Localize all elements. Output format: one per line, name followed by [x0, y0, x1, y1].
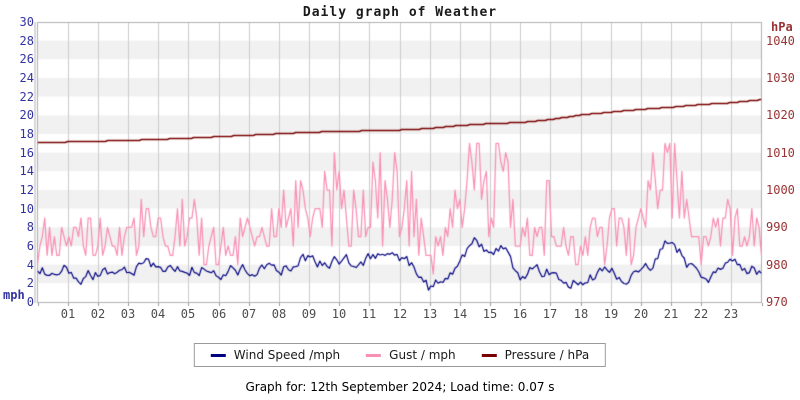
pressure-line-swatch-icon [481, 353, 497, 357]
right-axis-tick-label: 1020 [766, 108, 795, 122]
left-axis-tick-label: 2 [26, 276, 34, 290]
x-axis-tick-label: 09 [301, 307, 317, 321]
right-axis-tick-label: 1000 [766, 183, 795, 197]
left-axis-tick-label: 28 [19, 34, 34, 48]
x-axis-tick-label: 10 [331, 307, 347, 321]
legend-item-pressure: Pressure / hPa [481, 348, 590, 362]
right-axis-unit: hPa [771, 20, 793, 34]
right-axis-tick-label: 1040 [766, 34, 795, 48]
chart-canvas [0, 0, 800, 336]
right-axis-tick-label: 990 [766, 220, 788, 234]
x-axis-tick-label: 02 [90, 307, 106, 321]
right-axis-tick-label: 1030 [766, 71, 795, 85]
legend-label-gust: Gust / mph [389, 348, 456, 362]
x-axis-tick-label: 04 [150, 307, 166, 321]
x-axis-tick-label: 19 [603, 307, 619, 321]
x-axis-tick-label: 18 [573, 307, 589, 321]
legend-label-wind: Wind Speed /mph [233, 348, 341, 362]
x-axis-tick-label: 14 [452, 307, 468, 321]
left-axis-tick-label: 6 [26, 239, 34, 253]
left-axis-tick-label: 26 [19, 52, 34, 66]
x-axis-tick-label: 23 [723, 307, 739, 321]
left-axis-tick-label: 18 [19, 127, 34, 141]
left-axis-tick-label: 10 [19, 202, 34, 216]
left-axis-tick-label: 24 [19, 71, 34, 85]
x-axis-tick-label: 06 [211, 307, 227, 321]
left-axis-tick-label: 22 [19, 90, 34, 104]
x-axis-tick-label: 22 [693, 307, 709, 321]
x-axis-tick-label: 20 [633, 307, 649, 321]
x-axis-tick-label: 11 [361, 307, 377, 321]
gust-line-swatch-icon [366, 353, 382, 357]
legend-item-gust: Gust / mph [366, 348, 456, 362]
footer-caption: Graph for: 12th September 2024; Load tim… [245, 380, 555, 394]
left-axis-tick-label: 8 [26, 220, 34, 234]
left-axis-tick-label: 30 [19, 15, 34, 29]
legend-label-pressure: Pressure / hPa [504, 348, 590, 362]
legend: Wind Speed /mph Gust / mph Pressure / hP… [193, 343, 607, 367]
x-axis-tick-label: 08 [271, 307, 287, 321]
left-axis-tick-label: 20 [19, 108, 34, 122]
x-axis-tick-label: 17 [542, 307, 558, 321]
right-axis-tick-label: 980 [766, 258, 788, 272]
right-axis-tick-label: 970 [766, 295, 788, 309]
x-axis-tick-label: 03 [120, 307, 136, 321]
left-axis-tick-label: 12 [19, 183, 34, 197]
left-axis-tick-label: 14 [19, 164, 34, 178]
left-axis-tick-label: 16 [19, 146, 34, 160]
x-axis-tick-label: 12 [392, 307, 408, 321]
x-axis-tick-label: 13 [422, 307, 438, 321]
x-axis-tick-label: 16 [512, 307, 528, 321]
x-axis-tick-label: 15 [482, 307, 498, 321]
x-axis-tick-label: 07 [241, 307, 257, 321]
legend-item-wind: Wind Speed /mph [210, 348, 341, 362]
wind-line-swatch-icon [210, 353, 226, 357]
x-axis-tick-label: 21 [663, 307, 679, 321]
x-axis-tick-label: 05 [180, 307, 196, 321]
left-axis-tick-label: 4 [26, 258, 34, 272]
x-axis-tick-label: 01 [60, 307, 76, 321]
right-axis-tick-label: 1010 [766, 146, 795, 160]
left-axis-unit: mph [3, 288, 25, 302]
left-axis-tick-label: 0 [26, 295, 34, 309]
